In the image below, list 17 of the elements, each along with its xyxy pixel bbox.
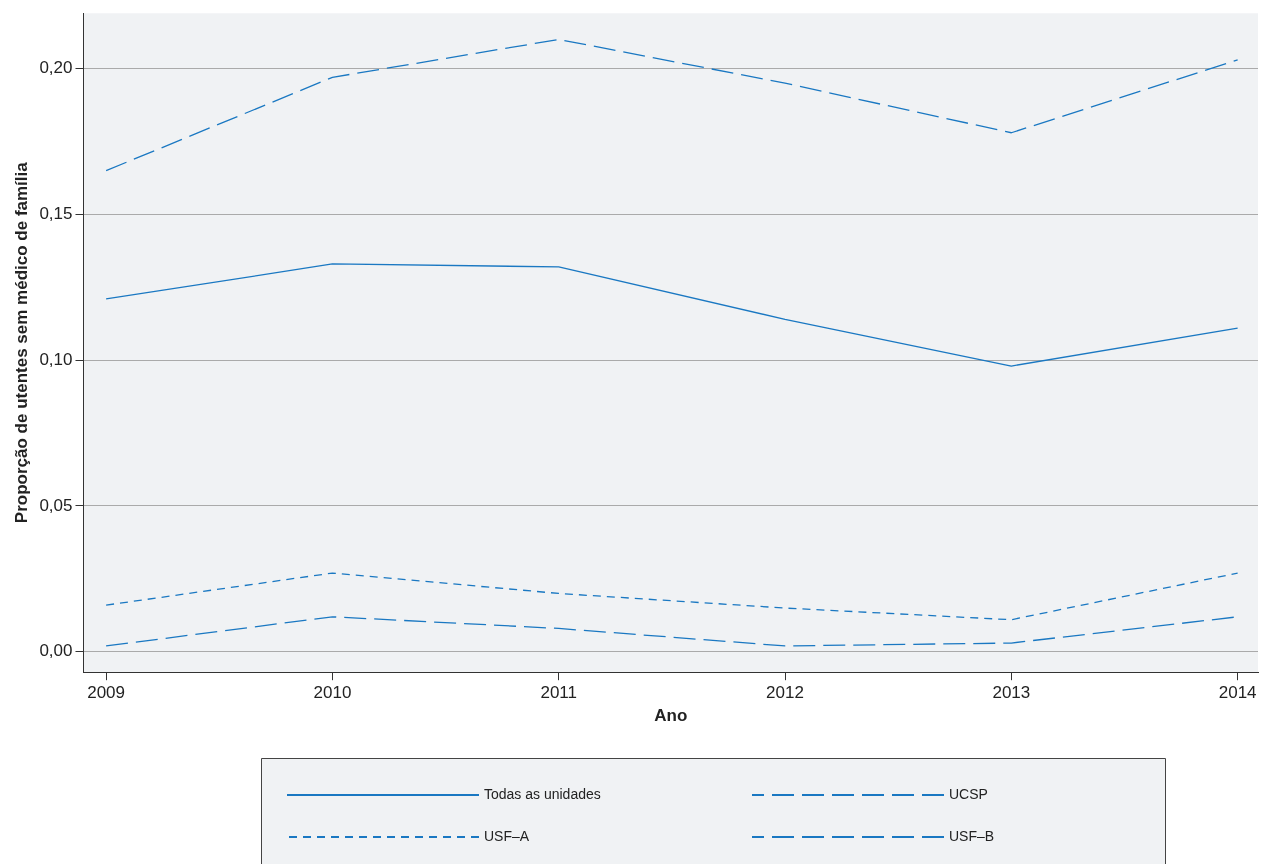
y-tick-label: 0,00 (39, 641, 73, 661)
x-axis-title: Ano (654, 706, 688, 726)
x-tick-label: 2012 (766, 683, 804, 703)
x-tick-label: 2013 (992, 683, 1031, 703)
y-tick-label: 0,10 (39, 349, 73, 369)
y-axis-title: Proporção de utentes sem médico de família (11, 161, 31, 524)
x-tick-label: 2011 (540, 683, 577, 703)
y-tick-label: 0,15 (39, 204, 73, 224)
legend-label: USF–B (949, 827, 995, 844)
legend-label: UCSP (949, 785, 988, 802)
x-tick-label: 2009 (87, 683, 126, 703)
y-tick-label: 0,05 (39, 495, 73, 515)
legend-label: Todas as unidades (484, 785, 601, 802)
x-tick-label: 2010 (313, 683, 352, 703)
legend-label: USF–A (484, 827, 530, 844)
y-tick-label: 0,20 (39, 58, 73, 78)
x-tick-label: 2014 (1218, 683, 1257, 703)
